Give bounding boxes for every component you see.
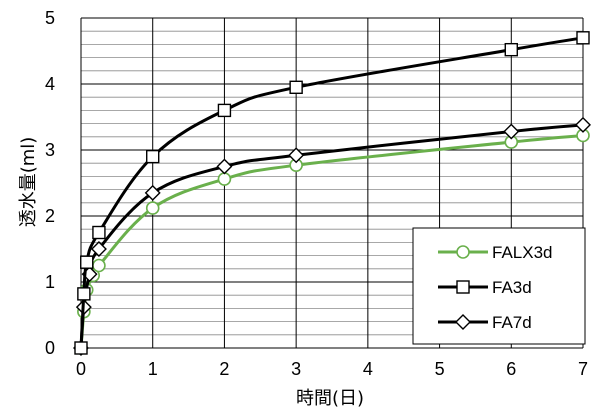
data-point-FA7d xyxy=(216,158,233,175)
y-tick-label: 0 xyxy=(45,338,55,358)
y-tick-label: 5 xyxy=(45,8,55,28)
data-point-FA3d xyxy=(504,42,518,57)
data-point-FA3d xyxy=(146,149,160,164)
x-tick-label: 6 xyxy=(506,359,516,379)
legend-label: FA3d xyxy=(492,278,532,297)
data-point-FALX3d xyxy=(217,172,232,186)
x-axis-title: 時間(日) xyxy=(296,388,364,409)
data-point-FA3d xyxy=(289,80,303,95)
legend: FALX3d FA3d FA7d xyxy=(412,227,586,345)
y-axis-title: 透水量(ml) xyxy=(18,137,39,228)
data-series xyxy=(73,31,591,356)
x-tick-label: 5 xyxy=(435,359,445,379)
x-tick-label: 4 xyxy=(363,359,373,379)
legend-label: FALX3d xyxy=(492,243,553,262)
x-tick-label: 0 xyxy=(76,359,86,379)
legend-marker xyxy=(456,245,470,259)
axis-ticks: 0 1 2 3 4 5 6 7 0 1 2 3 4 5 xyxy=(45,8,588,379)
series-line-FA3d xyxy=(79,36,584,349)
legend-entry-FALX3d: FALX3d xyxy=(438,243,553,262)
legend-label: FA7d xyxy=(492,313,532,332)
y-tick-label: 4 xyxy=(45,74,55,94)
x-tick-label: 3 xyxy=(291,359,301,379)
data-point-FA3d xyxy=(576,31,590,45)
y-tick-label: 2 xyxy=(45,206,55,226)
data-point-FA3d xyxy=(74,341,88,355)
data-point-FA7d xyxy=(288,147,305,164)
data-point-FA3d xyxy=(217,103,232,118)
data-point-FA7d xyxy=(90,241,107,257)
y-tick-label: 3 xyxy=(45,140,55,160)
legend-marker xyxy=(455,314,471,330)
data-point-FA7d xyxy=(575,116,591,133)
data-point-FA3d xyxy=(80,255,94,269)
data-point-FALX3d xyxy=(92,258,106,273)
data-point-FA3d xyxy=(77,287,91,301)
legend-marker xyxy=(456,280,470,294)
series-FA3d xyxy=(74,31,590,355)
data-point-FA7d xyxy=(144,184,161,201)
data-point-FA7d xyxy=(503,123,520,140)
x-tick-label: 2 xyxy=(219,359,229,379)
x-tick-label: 7 xyxy=(578,359,588,379)
x-tick-label: 1 xyxy=(148,359,158,379)
legend-entry-FA3d: FA3d xyxy=(438,278,532,297)
data-point-FA3d xyxy=(92,225,106,240)
y-tick-label: 1 xyxy=(45,272,55,292)
legend-entry-FA7d: FA7d xyxy=(438,313,532,332)
data-point-FALX3d xyxy=(145,201,160,215)
